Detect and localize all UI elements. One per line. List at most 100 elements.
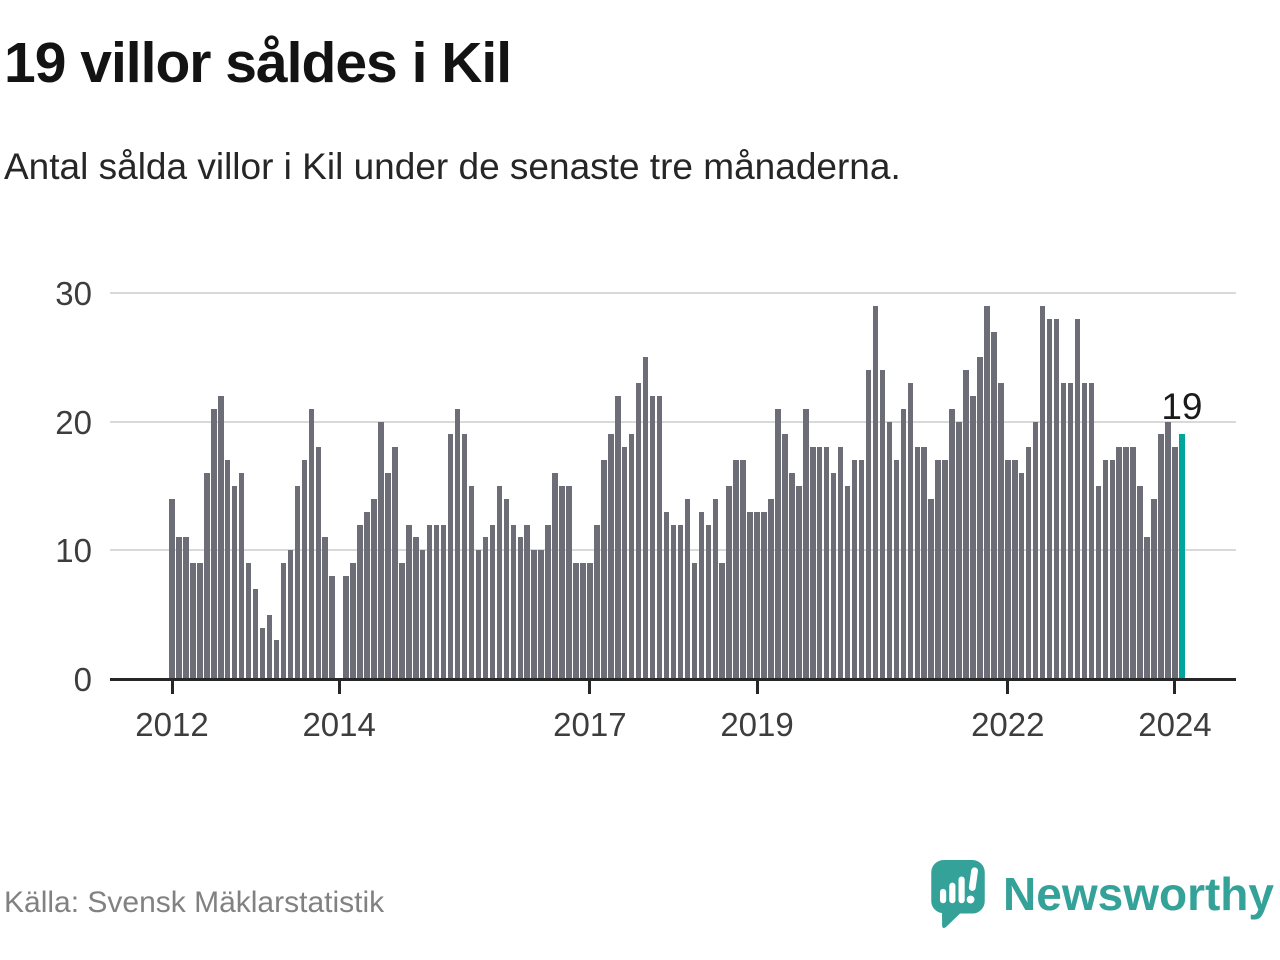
x-axis-tick xyxy=(588,681,592,694)
bar xyxy=(183,537,189,679)
bar xyxy=(608,434,614,679)
bar xyxy=(747,511,753,679)
bar xyxy=(406,524,412,679)
y-axis-label: 0 xyxy=(73,661,92,698)
bar xyxy=(914,447,920,679)
page-title: 19 villor såldes i Kil xyxy=(4,31,512,95)
bar xyxy=(190,563,196,679)
bar xyxy=(1067,382,1074,679)
bar xyxy=(517,537,523,679)
newsworthy-logo-icon xyxy=(931,860,985,929)
bar xyxy=(886,421,893,679)
bar xyxy=(754,511,760,679)
bar xyxy=(1151,498,1157,679)
bar xyxy=(670,524,677,679)
bar xyxy=(594,524,600,679)
bar xyxy=(921,447,927,679)
bar xyxy=(385,473,391,679)
bar xyxy=(935,460,941,679)
bar xyxy=(419,550,426,679)
bar xyxy=(1172,447,1178,679)
newsworthy-wordmark: Newsworthy xyxy=(1003,868,1274,920)
exclamation-icon xyxy=(966,867,979,904)
bar xyxy=(963,370,969,679)
bar xyxy=(1081,382,1088,679)
bar xyxy=(635,382,642,679)
x-axis-tick xyxy=(337,681,341,694)
bar xyxy=(1130,447,1136,679)
bar xyxy=(287,550,294,679)
bar xyxy=(733,460,739,679)
bar xyxy=(510,524,517,679)
bar xyxy=(454,408,461,679)
bar xyxy=(399,563,405,679)
bar xyxy=(698,511,705,679)
bar xyxy=(475,550,482,679)
bar xyxy=(566,485,572,679)
y-axis-label: 30 xyxy=(55,274,92,312)
bar xyxy=(447,434,454,679)
bar xyxy=(245,563,252,679)
bar xyxy=(628,434,635,679)
bar xyxy=(782,434,788,679)
bar xyxy=(1074,318,1081,679)
bar xyxy=(204,473,210,679)
bar xyxy=(712,498,719,679)
x-axis-tick xyxy=(755,681,759,694)
bar xyxy=(1144,537,1150,679)
x-axis-line xyxy=(110,678,1236,681)
bar xyxy=(761,511,767,679)
x-axis-tick xyxy=(1006,681,1010,694)
bar xyxy=(197,563,203,679)
bar xyxy=(1039,305,1046,679)
bar xyxy=(991,331,997,679)
bar xyxy=(413,537,419,679)
bar xyxy=(691,563,698,679)
bar xyxy=(823,447,830,679)
bar xyxy=(1095,485,1102,679)
bar xyxy=(266,614,273,679)
bar xyxy=(357,524,363,679)
bar xyxy=(942,460,948,679)
bar xyxy=(789,473,795,679)
bar xyxy=(830,473,837,679)
x-axis-tick xyxy=(170,681,174,694)
x-axis-label: 2012 xyxy=(135,706,209,743)
bar xyxy=(531,550,537,679)
bar xyxy=(350,563,356,679)
bar xyxy=(378,421,384,679)
bar xyxy=(1088,382,1095,679)
bar xyxy=(524,524,530,679)
bar xyxy=(545,524,551,679)
bar xyxy=(224,460,231,679)
bar xyxy=(273,640,280,679)
bar xyxy=(461,434,468,679)
bar xyxy=(984,305,990,679)
bar xyxy=(837,447,844,679)
bar xyxy=(601,460,607,679)
bar xyxy=(656,395,663,679)
bar xyxy=(642,357,649,679)
bar xyxy=(440,524,447,679)
bar xyxy=(879,370,886,679)
bar xyxy=(322,537,328,679)
bar xyxy=(218,395,224,679)
bar xyxy=(580,563,586,679)
bar xyxy=(329,576,335,679)
bar xyxy=(1109,460,1116,679)
bar xyxy=(1053,318,1060,679)
bar xyxy=(301,460,308,679)
newsworthy-logo: Newsworthy xyxy=(929,858,1274,930)
x-axis-tick xyxy=(1173,681,1177,694)
bar xyxy=(211,408,217,679)
x-axis-label: 2024 xyxy=(1138,706,1212,743)
bar xyxy=(810,447,816,679)
bar xyxy=(615,395,621,679)
bar xyxy=(496,485,503,679)
bar xyxy=(169,498,175,679)
bar xyxy=(259,627,266,679)
bar xyxy=(252,588,259,679)
bar xyxy=(872,305,879,679)
gridline xyxy=(110,420,1236,423)
